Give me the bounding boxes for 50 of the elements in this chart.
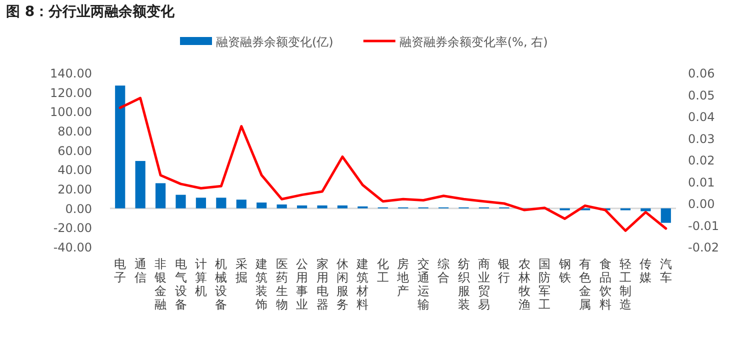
x-tick-label: 汽车 [660, 257, 672, 284]
y-tick-label: 60.00 [58, 144, 92, 158]
y-tick-label: 0.00 [65, 202, 92, 216]
x-tick-label: 采掘 [235, 257, 248, 284]
x-tick-label: 房地产 [396, 257, 410, 298]
x-tick-label: 商业贸易 [478, 257, 490, 312]
x-tick-label: 交通运输 [417, 257, 430, 312]
x-tick-label: 电气设备 [174, 257, 187, 312]
y2-tick-label: -0.01 [688, 218, 720, 233]
y2-tick-label: 0.01 [688, 175, 715, 190]
x-tick-label: 综合 [438, 257, 450, 284]
x-tick-label: 钢铁 [558, 257, 571, 284]
legend-label: 融资融券余额变化率(%, 右) [399, 35, 548, 49]
y-tick-label: 120.00 [50, 86, 92, 100]
y-tick-label: 40.00 [58, 163, 92, 178]
y2-tick-label: 0.00 [688, 197, 715, 211]
x-tick-label: 轻工制造 [619, 257, 632, 312]
x-tick-label: 国防军工 [538, 257, 551, 312]
y-tick-label: -20.00 [53, 221, 92, 236]
x-tick-label: 公用事业 [296, 257, 308, 312]
x-tick-label: 有色金属 [579, 257, 592, 312]
x-tick-label: 电子 [114, 257, 126, 284]
x-tick-label: 家用电器 [316, 257, 328, 312]
y2-tick-label: 0.06 [688, 66, 715, 80]
y2-tick-label: -0.02 [688, 240, 720, 254]
x-tick-label: 计算机 [194, 257, 207, 298]
y-tick-label: 140.00 [50, 66, 92, 80]
x-tick-label: 建筑材料 [356, 257, 369, 312]
y2-tick-label: 0.03 [688, 132, 715, 146]
y2-tick-label: 0.02 [688, 154, 715, 168]
y-tick-label: 20.00 [58, 182, 92, 196]
x-tick-label: 纺织服装 [458, 257, 470, 312]
x-tick-label: 传媒 [640, 257, 652, 284]
y2-tick-label: 0.05 [688, 88, 715, 102]
chart-title: 图 8：分行业两融余额变化 [6, 3, 176, 20]
y-tick-label: 80.00 [58, 124, 92, 138]
y-tick-label: 100.00 [50, 105, 92, 120]
x-tick-label: 银行 [497, 257, 510, 284]
x-tick-label: 化工 [376, 257, 389, 284]
x-tick-label: 农林牧渔 [517, 257, 530, 312]
x-tick-label: 非银金融 [154, 257, 167, 312]
x-tick-label: 通信 [134, 257, 146, 284]
x-tick-label: 休闲服务 [336, 257, 348, 312]
x-tick-label: 机械设备 [215, 257, 228, 312]
x-tick-label: 医药生物 [276, 257, 288, 312]
legend-label: 融资融券余额变化(亿) [216, 35, 334, 49]
y2-tick-label: 0.04 [688, 110, 715, 124]
y-tick-label: -40.00 [53, 240, 92, 254]
x-tick-label: 建筑装饰 [254, 257, 268, 312]
x-tick-label: 食品饮料 [598, 257, 612, 312]
